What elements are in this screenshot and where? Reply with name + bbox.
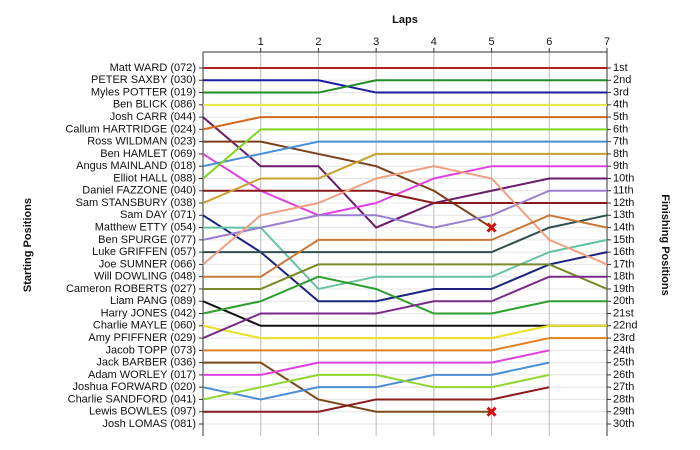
y-tick-label: Charlie SANDFORD (041) bbox=[68, 393, 196, 405]
y2-tick-label: 30th bbox=[613, 418, 634, 430]
series-line bbox=[202, 116, 607, 131]
series-line bbox=[202, 140, 607, 168]
y2-tick-label: 17th bbox=[613, 258, 634, 270]
series-line bbox=[203, 79, 607, 94]
y2-tick-label: 8th bbox=[613, 148, 628, 160]
y-tick-label: Joe SUMNER (066) bbox=[99, 258, 196, 270]
y-tick-label: Amy PFIFFNER (029) bbox=[88, 332, 196, 344]
y2-tick-label: 23rd bbox=[613, 332, 635, 344]
y-tick-label: Ben HAMLET (069) bbox=[100, 148, 196, 160]
y-tick-label: Adam WORLEY (017) bbox=[88, 369, 196, 381]
y-axis-title: Starting Positions bbox=[22, 198, 34, 292]
y-tick-label: Matthew ETTY (054) bbox=[95, 221, 196, 233]
y-tick-label: Josh CARR (044) bbox=[110, 111, 196, 123]
series-line bbox=[202, 275, 607, 315]
series-line bbox=[203, 226, 608, 291]
series-line bbox=[202, 165, 608, 266]
y2-tick-label: 22nd bbox=[613, 320, 637, 332]
y2-tick-label: 29th bbox=[613, 406, 634, 418]
y2-tick-label: 10th bbox=[613, 172, 634, 184]
y2-tick-label: 2nd bbox=[613, 74, 631, 86]
y2-tick-label: 11th bbox=[613, 185, 634, 197]
y2-tick-label: 16th bbox=[613, 246, 634, 258]
series-line bbox=[203, 214, 608, 254]
series-line bbox=[203, 214, 608, 278]
y2-tick-label: 5th bbox=[613, 111, 628, 123]
y-tick-label: Myles POTTER (019) bbox=[91, 86, 196, 98]
x-axis-title: Laps bbox=[392, 14, 418, 26]
y2-tick-label: 13th bbox=[613, 209, 634, 221]
y2-tick-label: 14th bbox=[613, 221, 634, 233]
y2-tick-label: 25th bbox=[613, 357, 634, 369]
y2-tick-label: 4th bbox=[613, 99, 628, 111]
y-tick-label: Lewis BOWLES (097) bbox=[89, 406, 196, 418]
series-line bbox=[202, 189, 607, 241]
y2-tick-label: 26th bbox=[613, 369, 634, 381]
y-tick-label: Sam STANSBURY (038) bbox=[76, 197, 196, 209]
x-tick-label: 6 bbox=[546, 36, 552, 48]
y-tick-label: Callum HARTRIDGE (024) bbox=[65, 123, 196, 135]
x-tick-label: 5 bbox=[489, 36, 495, 48]
y-tick-label: Joshua FORWARD (020) bbox=[73, 381, 196, 393]
y-tick-label: Ben BLICK (086) bbox=[113, 99, 196, 111]
x-tick-label: 4 bbox=[431, 36, 437, 48]
series-line bbox=[202, 275, 607, 339]
series-line bbox=[202, 152, 607, 204]
y-tick-label: Angus MAINLAND (018) bbox=[76, 160, 196, 172]
series-line bbox=[203, 79, 607, 94]
y-tick-label: Jacob TOPP (073) bbox=[106, 344, 197, 356]
series-line bbox=[203, 349, 550, 376]
series-line bbox=[203, 337, 607, 352]
y-tick-label: Luke GRIFFEN (057) bbox=[92, 246, 196, 258]
y2-tick-label: 18th bbox=[613, 271, 634, 283]
retired-marker bbox=[486, 406, 497, 417]
y2-axis-title: Finishing Positions bbox=[659, 194, 671, 295]
y2-tick-label: 28th bbox=[613, 393, 634, 405]
y2-tick-label: 20th bbox=[613, 295, 634, 307]
series-line bbox=[202, 361, 550, 401]
series-line bbox=[203, 189, 607, 205]
series-line bbox=[202, 214, 608, 303]
x-tick-label: 1 bbox=[258, 36, 264, 48]
y-tick-label: Charlie MAYLE (060) bbox=[93, 320, 196, 332]
y-tick-label: Ross WILDMAN (023) bbox=[87, 136, 196, 148]
y-tick-label: Matt WARD (072) bbox=[110, 62, 196, 74]
y2-tick-label: 9th bbox=[613, 160, 628, 172]
y2-tick-label: 12th bbox=[613, 197, 634, 209]
y-tick-label: Sam DAY (071) bbox=[120, 209, 196, 221]
y2-tick-label: 3rd bbox=[613, 86, 629, 98]
retired-marker bbox=[486, 222, 497, 233]
series-line bbox=[203, 386, 550, 413]
y2-tick-label: 6th bbox=[613, 123, 628, 135]
x-tick-label: 2 bbox=[315, 36, 321, 48]
y-tick-label: Jack BARBER (036) bbox=[96, 357, 196, 369]
series-line bbox=[202, 128, 607, 180]
y-tick-label: Harry JONES (042) bbox=[101, 307, 196, 319]
series-line bbox=[203, 140, 493, 229]
y-tick-label: Ben SPURGE (077) bbox=[98, 234, 196, 246]
series-line bbox=[202, 373, 550, 401]
y-tick-label: Will DOWLING (048) bbox=[94, 271, 196, 283]
y-tick-label: Josh LOMAS (081) bbox=[102, 418, 196, 430]
y2-tick-label: 1st bbox=[613, 62, 628, 74]
y2-tick-label: 21st bbox=[613, 307, 634, 319]
series-line bbox=[202, 300, 607, 327]
series-line bbox=[202, 153, 607, 217]
y2-tick-label: 24th bbox=[613, 344, 634, 356]
series-line bbox=[202, 324, 607, 340]
y2-tick-label: 27th bbox=[613, 381, 634, 393]
y2-tick-label: 7th bbox=[613, 136, 628, 148]
y2-tick-label: 19th bbox=[613, 283, 634, 295]
y-tick-label: PETER SAXBY (030) bbox=[91, 74, 196, 86]
y-tick-label: Daniel FAZZONE (040) bbox=[82, 185, 196, 197]
y-tick-label: Elliot HALL (088) bbox=[113, 172, 196, 184]
series-line bbox=[203, 263, 608, 290]
y-tick-label: Liam PANG (089) bbox=[110, 295, 196, 307]
x-tick-label: 7 bbox=[604, 36, 610, 48]
series-line bbox=[202, 116, 607, 229]
y-tick-label: Cameron ROBERTS (027) bbox=[66, 283, 196, 295]
x-tick-label: 3 bbox=[373, 36, 379, 48]
y2-tick-label: 15th bbox=[613, 234, 634, 246]
